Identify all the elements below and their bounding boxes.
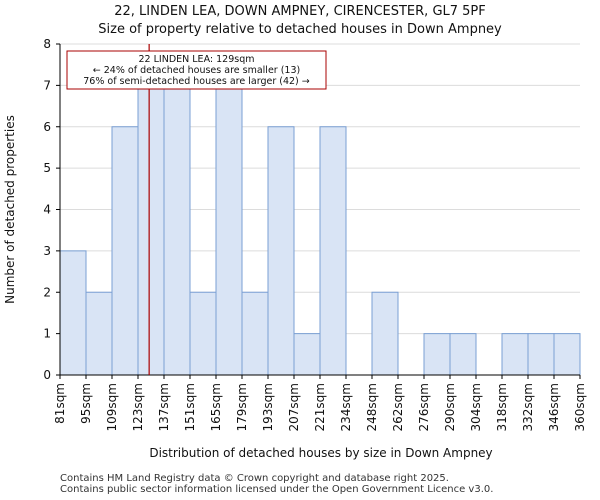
annotation-line: 22 LINDEN LEA: 129sqm <box>139 54 255 65</box>
x-tick-label: 207sqm <box>287 383 301 431</box>
x-tick-label: 262sqm <box>391 383 405 431</box>
x-tick-label: 109sqm <box>105 383 119 431</box>
y-tick-label: 0 <box>43 368 51 382</box>
x-tick-label: 234sqm <box>339 383 353 431</box>
x-tick-label: 179sqm <box>235 383 249 431</box>
bar <box>163 84 191 376</box>
bar <box>59 250 87 376</box>
bar <box>111 126 139 376</box>
chart-footer: Contains HM Land Registry data © Crown c… <box>60 473 493 495</box>
chart-title: 22, LINDEN LEA, DOWN AMPNEY, CIRENCESTER… <box>114 4 486 19</box>
bar <box>215 84 243 376</box>
bar <box>553 333 581 376</box>
x-tick-label: 332sqm <box>521 383 535 431</box>
bar <box>501 333 529 376</box>
bar <box>371 291 399 376</box>
bar <box>85 291 113 376</box>
y-tick-label: 1 <box>43 327 51 341</box>
y-tick-label: 5 <box>43 161 51 175</box>
bar <box>267 126 295 376</box>
x-tick-label: 248sqm <box>365 383 379 431</box>
y-axis-title: Number of detached properties <box>3 115 17 304</box>
bar <box>189 291 217 376</box>
y-tick-label: 2 <box>43 285 51 299</box>
bar <box>137 84 165 376</box>
bar <box>527 333 555 376</box>
footer-line-2: Contains public sector information licen… <box>60 484 494 495</box>
x-tick-label: 95sqm <box>79 383 93 424</box>
bar-chart: 0 1 2 3 4 5 6 7 8 81sqm 95sqm 109sqm 123sqm 137sqm 151… <box>3 37 587 460</box>
x-tick-label: 151sqm <box>183 383 197 431</box>
x-tick-label: 221sqm <box>313 383 327 431</box>
bar <box>293 333 321 376</box>
x-tick-label: 290sqm <box>443 383 457 431</box>
footer-line-1: Contains HM Land Registry data © Crown c… <box>60 473 449 484</box>
x-tick-label: 81sqm <box>53 383 67 424</box>
annotation-box <box>66 50 327 90</box>
x-tick-label: 304sqm <box>469 383 483 431</box>
x-axis-title: Distribution of detached houses by size … <box>149 446 492 460</box>
x-tick-label: 360sqm <box>573 383 587 431</box>
y-tick-label: 6 <box>43 120 51 134</box>
x-tick-label: 193sqm <box>261 383 275 431</box>
chart-subtitle: Size of property relative to detached ho… <box>98 22 502 37</box>
annotation-line: ← 24% of detached houses are smaller (13… <box>93 65 300 76</box>
bar <box>319 126 347 376</box>
y-tick-label: 8 <box>43 37 51 51</box>
x-tick-label: 276sqm <box>417 383 431 431</box>
x-tick-label: 137sqm <box>157 383 171 431</box>
y-tick-label: 7 <box>43 78 51 92</box>
y-tick-label: 4 <box>43 203 51 217</box>
y-tick-label: 3 <box>43 244 51 258</box>
bar <box>423 333 451 376</box>
chart-header: 22, LINDEN LEA, DOWN AMPNEY, CIRENCESTER… <box>0 3 600 39</box>
x-tick-label: 165sqm <box>209 383 223 431</box>
bar <box>241 291 269 376</box>
bar <box>449 333 477 376</box>
x-tick-label: 123sqm <box>131 383 145 431</box>
x-tick-label: 346sqm <box>547 383 561 431</box>
annotation-line: 76% of semi-detached houses are larger (… <box>83 76 310 87</box>
x-tick-label: 318sqm <box>495 383 509 431</box>
